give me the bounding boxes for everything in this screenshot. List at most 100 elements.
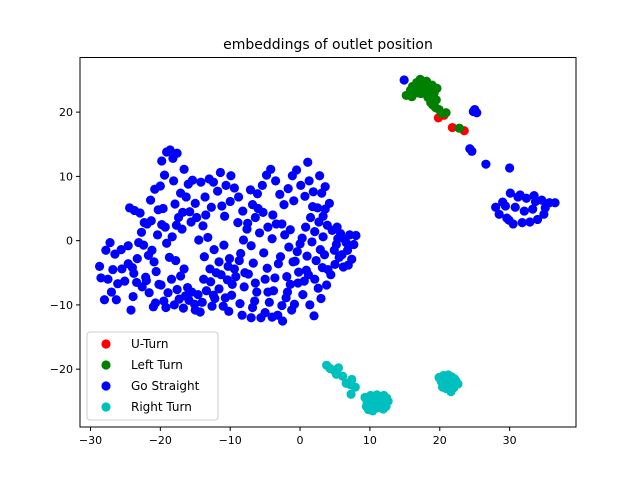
data-point xyxy=(279,200,289,210)
data-point xyxy=(214,257,224,267)
data-point xyxy=(282,287,293,297)
data-point xyxy=(224,306,234,316)
data-point xyxy=(243,218,253,228)
data-point xyxy=(162,238,172,248)
data-point xyxy=(301,222,311,232)
data-point xyxy=(170,199,180,209)
data-point xyxy=(127,263,137,273)
data-point xyxy=(144,288,154,298)
y-tick-label: 0 xyxy=(66,235,73,248)
data-point xyxy=(235,299,245,309)
data-point xyxy=(515,190,525,200)
data-point xyxy=(116,245,126,255)
y-tick-label: 20 xyxy=(59,106,73,119)
data-point xyxy=(227,279,237,289)
data-point xyxy=(171,220,182,230)
data-point xyxy=(141,275,151,286)
data-point xyxy=(209,245,219,255)
data-point xyxy=(285,225,295,235)
data-point xyxy=(467,146,477,156)
data-point xyxy=(181,192,191,202)
data-point xyxy=(343,260,353,270)
data-point xyxy=(316,293,326,304)
data-point xyxy=(320,182,330,192)
data-point xyxy=(240,268,250,278)
data-point xyxy=(346,389,356,399)
data-point xyxy=(330,259,340,270)
data-point xyxy=(284,242,294,252)
legend-label: Right Turn xyxy=(131,400,192,414)
data-point xyxy=(143,250,154,261)
data-point xyxy=(101,245,111,255)
data-point xyxy=(154,279,164,289)
data-point xyxy=(161,302,171,313)
data-point xyxy=(277,300,287,311)
data-point xyxy=(257,180,267,190)
data-point xyxy=(262,263,272,273)
data-point xyxy=(349,239,359,250)
data-point xyxy=(238,235,249,245)
data-point xyxy=(517,218,527,228)
data-point xyxy=(290,256,300,266)
data-point xyxy=(206,277,216,287)
data-point xyxy=(203,232,213,243)
legend-marker xyxy=(101,360,111,370)
data-point xyxy=(99,295,110,305)
data-point xyxy=(233,218,243,228)
data-point xyxy=(233,192,244,202)
data-point xyxy=(199,274,209,284)
data-point xyxy=(103,274,113,284)
data-point xyxy=(128,291,138,302)
data-point xyxy=(294,267,304,277)
data-point xyxy=(197,297,207,307)
data-point xyxy=(204,174,214,184)
data-point xyxy=(287,305,297,315)
data-point xyxy=(190,305,200,315)
data-point xyxy=(275,252,286,262)
data-point xyxy=(213,186,223,196)
data-point xyxy=(201,286,212,296)
data-point xyxy=(263,222,273,232)
data-point xyxy=(268,210,278,220)
data-point xyxy=(505,163,515,173)
data-point xyxy=(126,305,136,315)
series-right-turn xyxy=(322,360,463,416)
data-point xyxy=(432,83,442,93)
data-point xyxy=(277,219,287,229)
data-point xyxy=(324,198,334,208)
data-point xyxy=(292,246,302,257)
data-point xyxy=(172,284,182,295)
data-point xyxy=(145,195,156,205)
data-point xyxy=(337,250,347,260)
data-point xyxy=(224,254,235,264)
data-point xyxy=(350,382,360,392)
data-point xyxy=(206,202,216,212)
data-point xyxy=(179,264,189,274)
data-point xyxy=(157,219,167,230)
data-point xyxy=(259,248,269,258)
data-point xyxy=(333,234,343,244)
data-points xyxy=(94,74,560,416)
data-point xyxy=(378,404,388,414)
chart-title: embeddings of outlet position xyxy=(223,37,433,53)
data-point xyxy=(223,261,233,271)
data-point xyxy=(315,171,325,181)
data-point xyxy=(329,245,339,255)
y-tick-label: −20 xyxy=(50,363,73,376)
data-point xyxy=(250,278,260,288)
data-point xyxy=(166,274,177,284)
data-point xyxy=(185,207,195,217)
data-point xyxy=(539,209,549,219)
data-point xyxy=(447,122,457,133)
data-point xyxy=(270,273,280,283)
data-point xyxy=(421,76,432,86)
legend: U-Turn Left Turn Go Straight Right Turn xyxy=(86,331,219,421)
data-point xyxy=(178,207,188,217)
data-point xyxy=(494,209,504,219)
data-point xyxy=(220,293,230,303)
data-point xyxy=(338,371,348,381)
legend-box xyxy=(86,331,219,421)
data-point xyxy=(300,191,310,201)
series-go-straight xyxy=(94,75,560,326)
